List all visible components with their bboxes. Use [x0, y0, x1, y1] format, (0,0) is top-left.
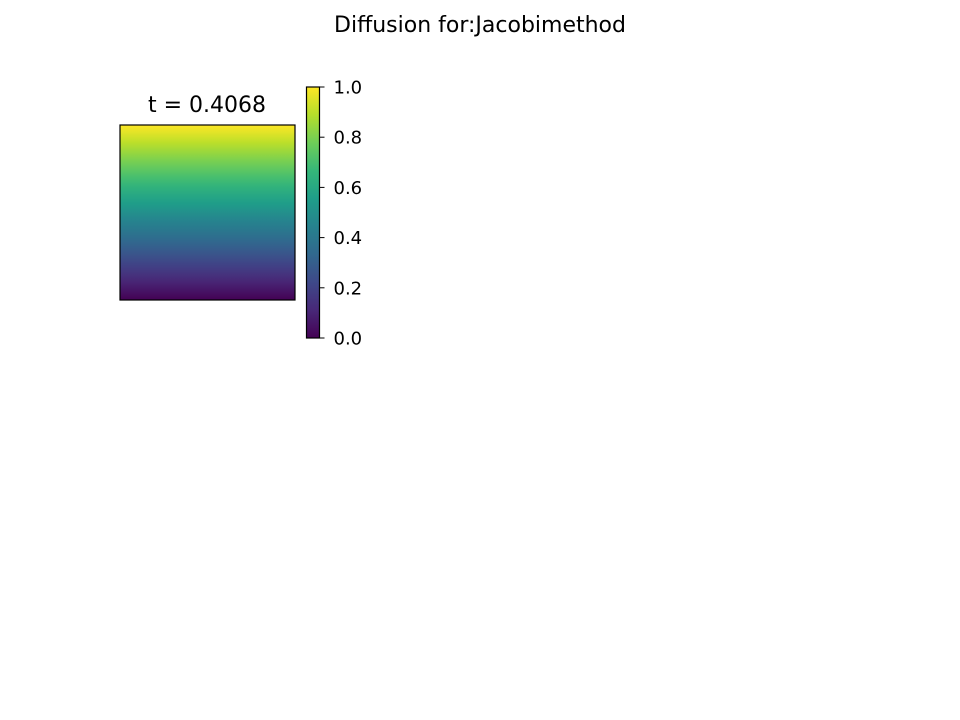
heatmap-field [120, 125, 295, 300]
colorbar-tick-label: 0.2 [334, 278, 363, 299]
heatmap-frame [119, 124, 296, 301]
subplot-title: t = 0.4068 [148, 93, 266, 118]
heatmap [119, 124, 296, 301]
colorbar-tick-label: 0.6 [334, 178, 363, 199]
colorbar-tick-label: 0.0 [334, 329, 363, 350]
colorbar-gradient [306, 87, 320, 338]
colorbar-ticks: 0.0 0.2 0.4 0.6 0.8 1.0 [319, 78, 363, 350]
colorbar-frame [305, 86, 321, 339]
figure-title: Diffusion for:Jacobimethod [334, 13, 626, 38]
colorbar-tick-label: 0.8 [334, 128, 363, 149]
colorbar: 0.0 0.2 0.4 0.6 0.8 1.0 [305, 78, 363, 350]
colorbar-tick-label: 1.0 [334, 78, 363, 99]
colorbar-tick-label: 0.4 [334, 228, 363, 249]
